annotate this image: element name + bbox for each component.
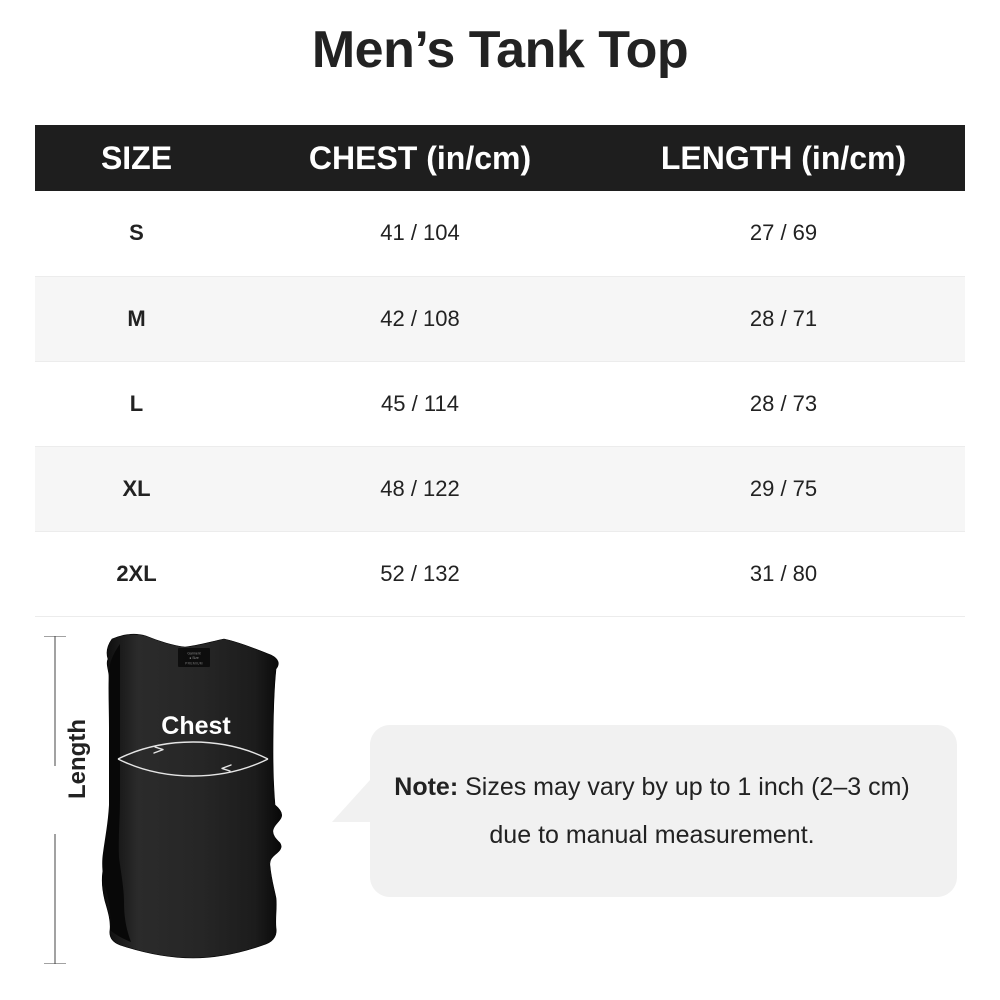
svg-text:Garment: Garment [187, 652, 200, 656]
svg-text:Chest: Chest [161, 712, 231, 740]
svg-text:PREMIUM: PREMIUM [185, 662, 203, 666]
svg-text:● Size: ● Size [189, 656, 199, 660]
